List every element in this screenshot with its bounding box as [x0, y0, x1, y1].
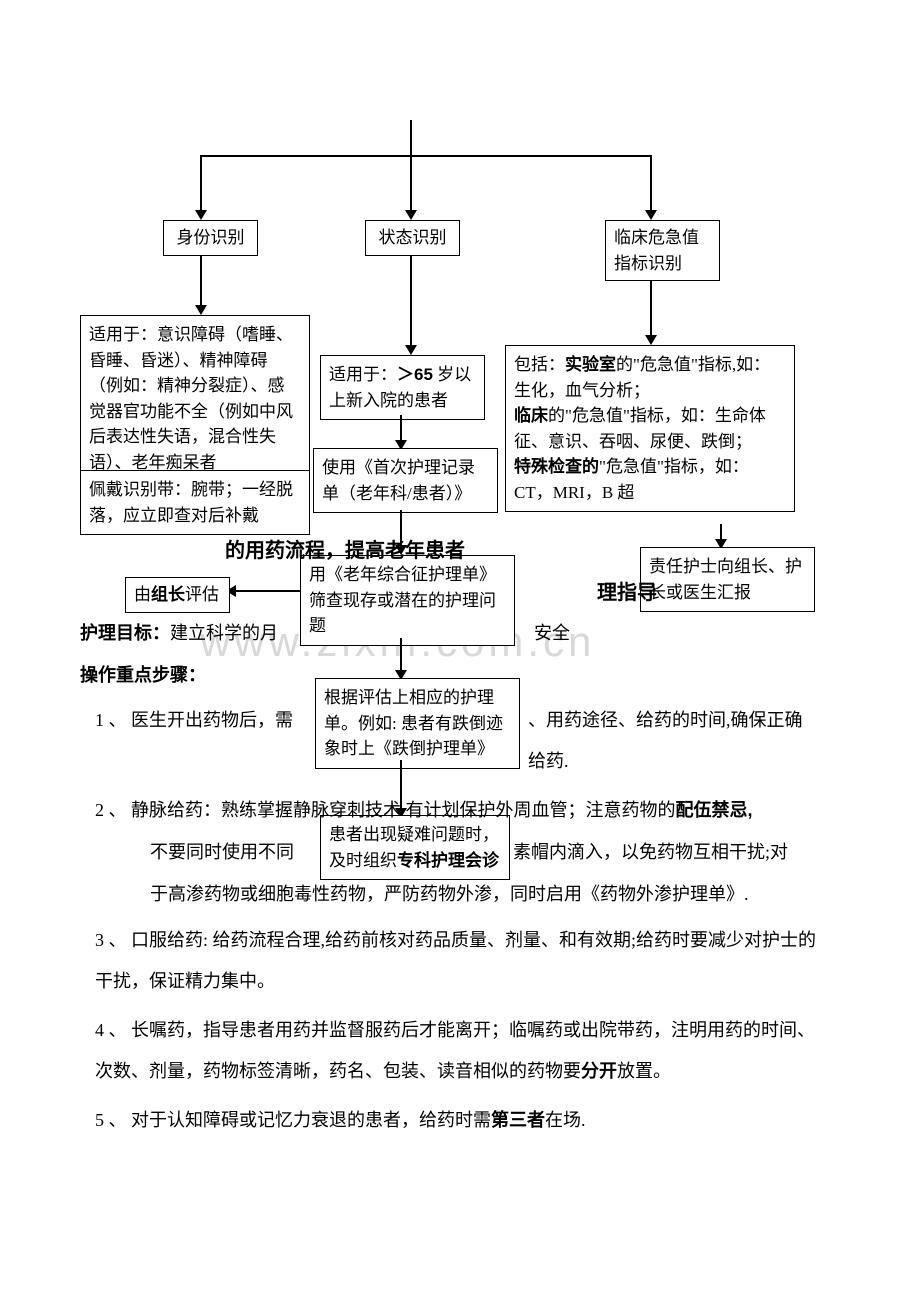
box-leader: 由组长评估 — [125, 577, 230, 613]
text-bold: 配伍禁忌, — [676, 800, 753, 820]
arrow — [405, 345, 417, 355]
box-identity-desc: 适用于：意识障碍（嗜睡、昏睡、昏迷）、精神障碍（例如：精神分裂症）、感觉器官功能… — [80, 315, 310, 482]
goal-text2: 安全 — [534, 613, 570, 654]
text: 包括： — [514, 355, 565, 374]
connector-line — [410, 256, 412, 346]
text-bold: 实验室 — [565, 355, 616, 374]
box-wristband: 佩戴识别带：腕带；一经脱落，应立即查对后补戴 — [80, 470, 310, 535]
box-first-nursing: 使用《首次护理记录单（老年科/患者）》 — [313, 448, 498, 513]
text: 2 、 静脉给药：熟练掌握静脉穿刺技术 有计划保护外周血管；注意药物的 — [95, 800, 676, 820]
box-critical: 临床危急值指标识别 — [605, 220, 720, 281]
connector-line — [650, 280, 652, 335]
overlay-title-r: 理指导 — [597, 570, 657, 616]
step5: 5 、 对于认知障碍或记忆力衰退的患者，给药时需第三者在场. — [95, 1100, 825, 1141]
text: 5 、 对于认知障碍或记忆力衰退的患者，给药时需 — [95, 1110, 491, 1130]
step2e: 于高渗药物或细胞毒性药物，严防药物外渗，同时启用《药物外渗护理单》. — [150, 874, 830, 915]
goal-label: 护理目标： — [80, 623, 170, 643]
steps-label: 操作重点步骤： — [80, 655, 206, 696]
text-bold: 特殊检查的 — [514, 457, 599, 476]
connector-line — [400, 415, 402, 440]
connector-line — [200, 155, 650, 157]
connector-line — [200, 256, 202, 306]
text: 4 、 长嘱药，指导患者用药并监督服药后才能离开；临嘱药或出院带药，注明用药的时… — [95, 1020, 815, 1081]
box-report: 责任护士向组长、护长或医生汇报 — [640, 547, 815, 612]
connector-line — [236, 590, 300, 592]
connector-line — [410, 155, 412, 210]
text-bold: ＞65 — [397, 365, 433, 384]
box-state: 状态识别 — [365, 220, 460, 256]
text: 的"危急值"指标，如：生命体征、意识、吞咽、尿便、跌倒； — [514, 406, 766, 451]
step2d: 素帽内滴入，以免药物互相干扰;对 — [513, 832, 823, 873]
arrow — [195, 305, 207, 315]
connector-line — [410, 120, 412, 155]
text-bold: 专科护理会诊 — [397, 851, 499, 870]
step4: 4 、 长嘱药，指导患者用药并监督服药后才能离开；临嘱药或出院带药，注明用药的时… — [95, 1010, 825, 1093]
text: 在场. — [545, 1110, 586, 1130]
step2: 2 、 静脉给药：熟练掌握静脉穿刺技术 有计划保护外周血管；注意药物的配伍禁忌, — [95, 790, 825, 831]
text-bold: 分开 — [581, 1061, 617, 1081]
text-bold: 临床 — [514, 406, 548, 425]
connector-line — [650, 155, 652, 210]
arrow — [405, 210, 417, 220]
overlay-title: 的用药流程，提高老年患者 — [225, 528, 465, 574]
step2c: 不要同时使用不同 — [150, 832, 294, 873]
text-bold: 第三者 — [491, 1110, 545, 1130]
arrow — [645, 210, 657, 220]
text-bold: 组长 — [151, 585, 185, 604]
goal-line: 护理目标：建立科学的月 — [80, 613, 278, 654]
goal-text: 建立科学的月 — [170, 623, 278, 643]
box-critical-desc: 包括：实验室的"危急值"指标,如：生化，血气分析； 临床的"危急值"指标，如：生… — [505, 345, 795, 512]
box-uplist: 根据评估上相应的护理单。例如: 患者有跌倒迹象时上《跌倒护理单》 — [315, 678, 520, 769]
text: 放置。 — [617, 1061, 671, 1081]
connector-line — [720, 524, 722, 539]
arrow — [645, 335, 657, 345]
box-state-desc: 适用于：＞65 岁以上新入院的患者 — [320, 355, 485, 420]
step1-right: 、用药途径、给药的时间,确保正确给药. — [528, 700, 818, 783]
arrow — [195, 210, 207, 220]
step3: 3 、 口服给药: 给药流程合理,给药前核对药品质量、剂量、和有效期;给药时要减… — [95, 920, 825, 1003]
step1-left: 1 、 医生开出药物后，需 — [95, 700, 293, 741]
connector-line — [400, 638, 402, 670]
box-identity: 身份识别 — [163, 220, 258, 256]
connector-line — [200, 155, 202, 210]
text: 适用于： — [329, 365, 397, 384]
